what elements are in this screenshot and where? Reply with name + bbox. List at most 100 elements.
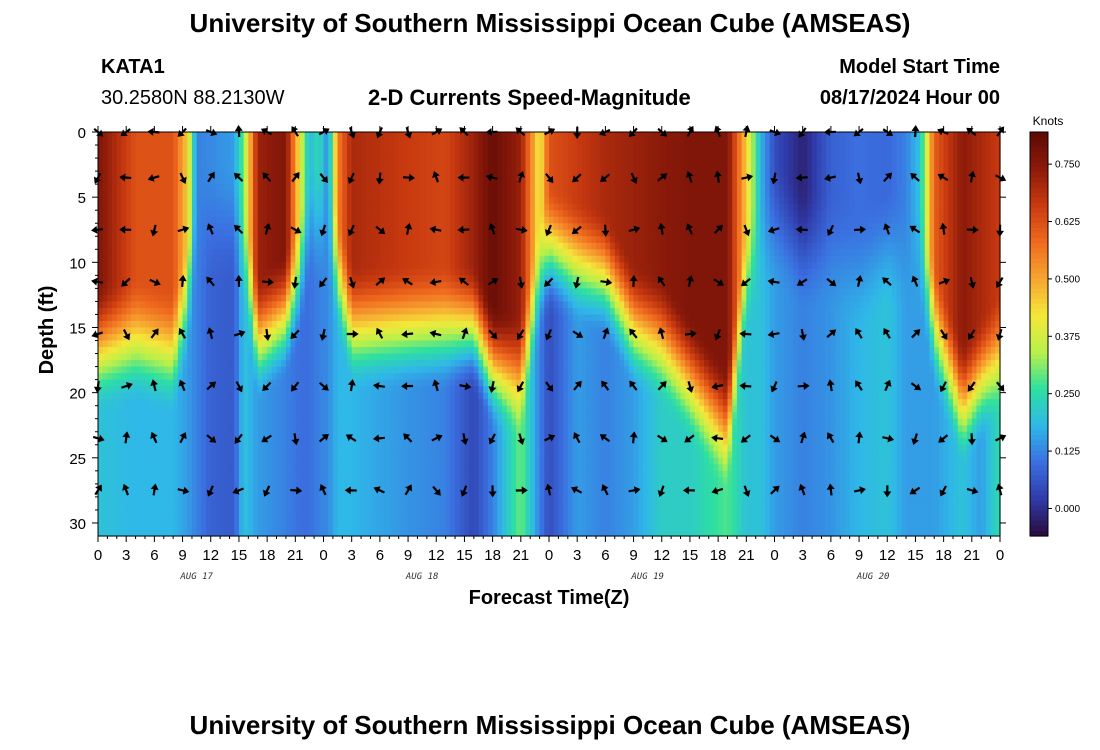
- heatmap-cell: [361, 255, 367, 263]
- heatmap-cell: [210, 522, 217, 531]
- heatmap-cell: [398, 509, 404, 518]
- heatmap-cell: [107, 255, 113, 263]
- heatmap-cell: [173, 360, 179, 368]
- heatmap-cell: [304, 216, 311, 224]
- heatmap-cell: [408, 203, 414, 211]
- heatmap-cell: [215, 340, 221, 348]
- heatmap-cell: [248, 197, 254, 205]
- heatmap-cell: [370, 477, 376, 485]
- heatmap-cell: [398, 145, 404, 153]
- heatmap-cell: [469, 347, 475, 355]
- heatmap-cell: [389, 255, 395, 263]
- heatmap-cell: [215, 281, 221, 289]
- heatmap-cell: [422, 522, 428, 531]
- heatmap-cell: [389, 184, 395, 192]
- heatmap-cell: [215, 392, 221, 400]
- heatmap-cell: [459, 470, 466, 478]
- heatmap-cell: [450, 210, 456, 218]
- heatmap-cell: [191, 184, 198, 192]
- heatmap-cell: [206, 216, 212, 224]
- heatmap-cell: [304, 490, 311, 498]
- heatmap-cell: [154, 307, 160, 316]
- heatmap-cell: [224, 373, 231, 381]
- heatmap-cell: [328, 177, 334, 185]
- heatmap-cell: [243, 529, 249, 537]
- heatmap-cell: [356, 522, 362, 531]
- heatmap-cell: [102, 262, 108, 270]
- heatmap-cell: [412, 216, 419, 224]
- heatmap-cell: [384, 529, 390, 537]
- heatmap-cell: [300, 203, 306, 211]
- heatmap-cell: [130, 158, 137, 166]
- heatmap-cell: [281, 327, 287, 335]
- heatmap-cell: [149, 275, 155, 283]
- heatmap-cell: [398, 392, 404, 400]
- heatmap-cell: [144, 262, 151, 270]
- heatmap-cell: [116, 262, 123, 270]
- heatmap-cell: [163, 444, 170, 452]
- heatmap-cell: [248, 412, 254, 420]
- heatmap-cell: [140, 425, 146, 433]
- heatmap-cell: [201, 522, 207, 531]
- heatmap-cell: [393, 503, 400, 511]
- heatmap-cell: [248, 464, 254, 472]
- heatmap-cell: [116, 425, 123, 433]
- heatmap-cell: [375, 164, 381, 172]
- heatmap-cell: [220, 216, 226, 224]
- heatmap-cell: [473, 145, 480, 153]
- heatmap-cell: [323, 340, 329, 348]
- heatmap-cell: [300, 509, 306, 518]
- heatmap-cell: [450, 496, 456, 505]
- heatmap-cell: [98, 327, 104, 335]
- heatmap-cell: [375, 353, 381, 361]
- heatmap-cell: [384, 340, 390, 348]
- heatmap-cell: [98, 412, 104, 420]
- heatmap-cell: [98, 255, 104, 263]
- heatmap-cell: [126, 294, 132, 303]
- heatmap-cell: [445, 301, 451, 309]
- heatmap-cell: [98, 275, 104, 283]
- heatmap-cell: [196, 281, 202, 289]
- heatmap-cell: [196, 347, 202, 355]
- heatmap-cell: [177, 281, 184, 289]
- heatmap-cell: [408, 418, 414, 426]
- heatmap-cell: [342, 138, 348, 146]
- heatmap-cell: [206, 366, 212, 374]
- heatmap-cell: [370, 464, 376, 472]
- heatmap-cell: [201, 366, 207, 374]
- heatmap-cell: [267, 171, 273, 179]
- heatmap-cell: [177, 242, 184, 250]
- heatmap-cell: [370, 145, 376, 153]
- heatmap-cell: [459, 203, 466, 211]
- heatmap-cell: [450, 425, 456, 433]
- heatmap-cell: [375, 190, 381, 198]
- heatmap-cell: [403, 177, 409, 185]
- heatmap-cell: [398, 418, 404, 426]
- heatmap-cell: [450, 145, 456, 153]
- heatmap-cell: [112, 184, 118, 192]
- heatmap-cell: [365, 392, 372, 400]
- heatmap-cell: [408, 451, 414, 459]
- heatmap-cell: [379, 353, 386, 361]
- heatmap-cell: [107, 216, 113, 224]
- heatmap-cell: [417, 177, 423, 185]
- heatmap-cell: [116, 451, 123, 459]
- heatmap-cell: [450, 216, 456, 224]
- heatmap-cell: [224, 262, 231, 270]
- heatmap-cell: [234, 509, 240, 518]
- heatmap-cell: [379, 412, 386, 420]
- heatmap-cell: [215, 307, 221, 316]
- heatmap-cell: [177, 288, 184, 296]
- heatmap-cell: [196, 457, 202, 465]
- heatmap-cell: [342, 216, 348, 224]
- heatmap-cell: [177, 418, 184, 426]
- heatmap-cell: [440, 229, 447, 237]
- heatmap-cell: [107, 158, 113, 166]
- heatmap-cell: [206, 425, 212, 433]
- heatmap-cell: [417, 314, 423, 322]
- heatmap-cell: [177, 249, 184, 257]
- heatmap-cell: [450, 275, 456, 283]
- heatmap-cell: [229, 340, 235, 348]
- heatmap-cell: [379, 418, 386, 426]
- heatmap-cell: [417, 405, 423, 413]
